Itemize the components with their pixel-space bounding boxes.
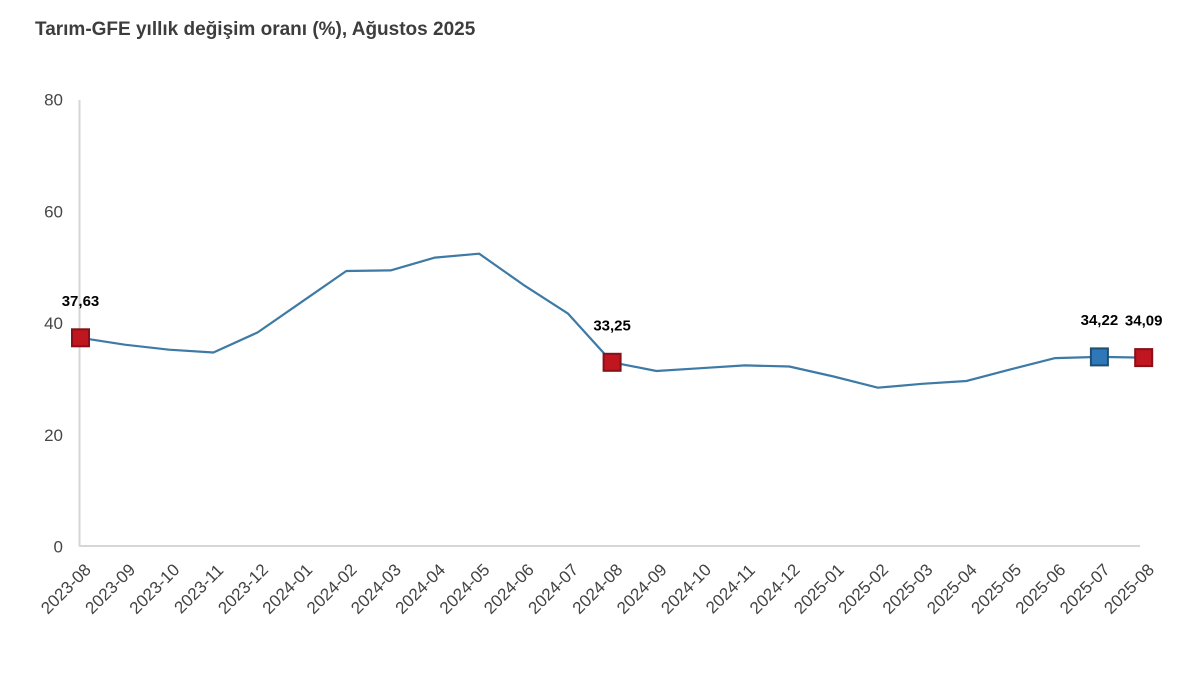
svg-text:34,09: 34,09: [1125, 313, 1163, 330]
svg-text:37,63: 37,63: [62, 293, 100, 310]
svg-text:0: 0: [54, 538, 63, 557]
svg-text:40: 40: [44, 314, 63, 333]
svg-text:80: 80: [44, 91, 63, 110]
svg-text:60: 60: [44, 202, 63, 221]
svg-text:34,22: 34,22: [1081, 312, 1119, 329]
svg-text:Tarım-GFE yıllık değişim oranı: Tarım-GFE yıllık değişim oranı (%), Ağus…: [35, 19, 476, 40]
svg-text:20: 20: [44, 426, 63, 445]
svg-text:33,25: 33,25: [593, 317, 631, 334]
